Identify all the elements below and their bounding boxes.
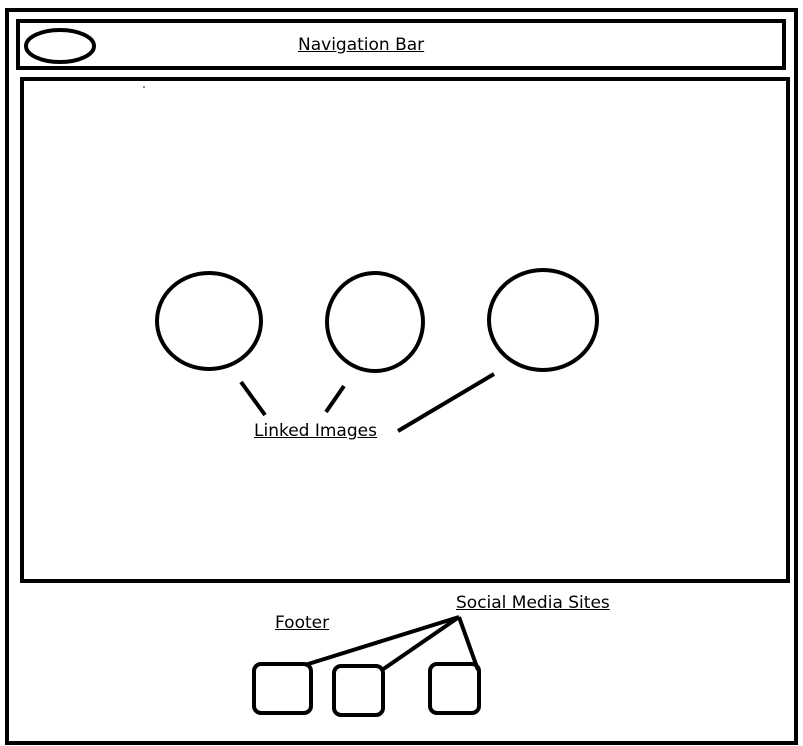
connector-line-image-1 bbox=[239, 380, 267, 417]
linked-image-3[interactable] bbox=[487, 268, 599, 372]
connector-line-image-3 bbox=[396, 372, 496, 433]
linked-images-label: Linked Images bbox=[254, 421, 377, 441]
connector-line-social-1 bbox=[304, 615, 460, 667]
linked-image-1[interactable] bbox=[155, 271, 263, 371]
connector-line-social-3 bbox=[457, 616, 480, 671]
main-content-area bbox=[20, 77, 790, 583]
navigation-bar bbox=[16, 19, 786, 70]
social-media-sites-label: Social Media Sites bbox=[456, 593, 610, 613]
footer-label: Footer bbox=[275, 613, 330, 633]
logo-placeholder[interactable] bbox=[24, 28, 96, 64]
page-frame bbox=[5, 8, 798, 745]
stray-dot bbox=[143, 86, 145, 88]
social-media-icon-1[interactable] bbox=[252, 662, 313, 715]
social-media-icon-3[interactable] bbox=[428, 662, 481, 715]
social-media-icon-2[interactable] bbox=[332, 664, 385, 717]
linked-image-2[interactable] bbox=[325, 271, 425, 373]
connector-line-social-2 bbox=[380, 615, 461, 672]
navigation-bar-label: Navigation Bar bbox=[298, 35, 425, 55]
connector-line-image-2 bbox=[324, 384, 346, 414]
